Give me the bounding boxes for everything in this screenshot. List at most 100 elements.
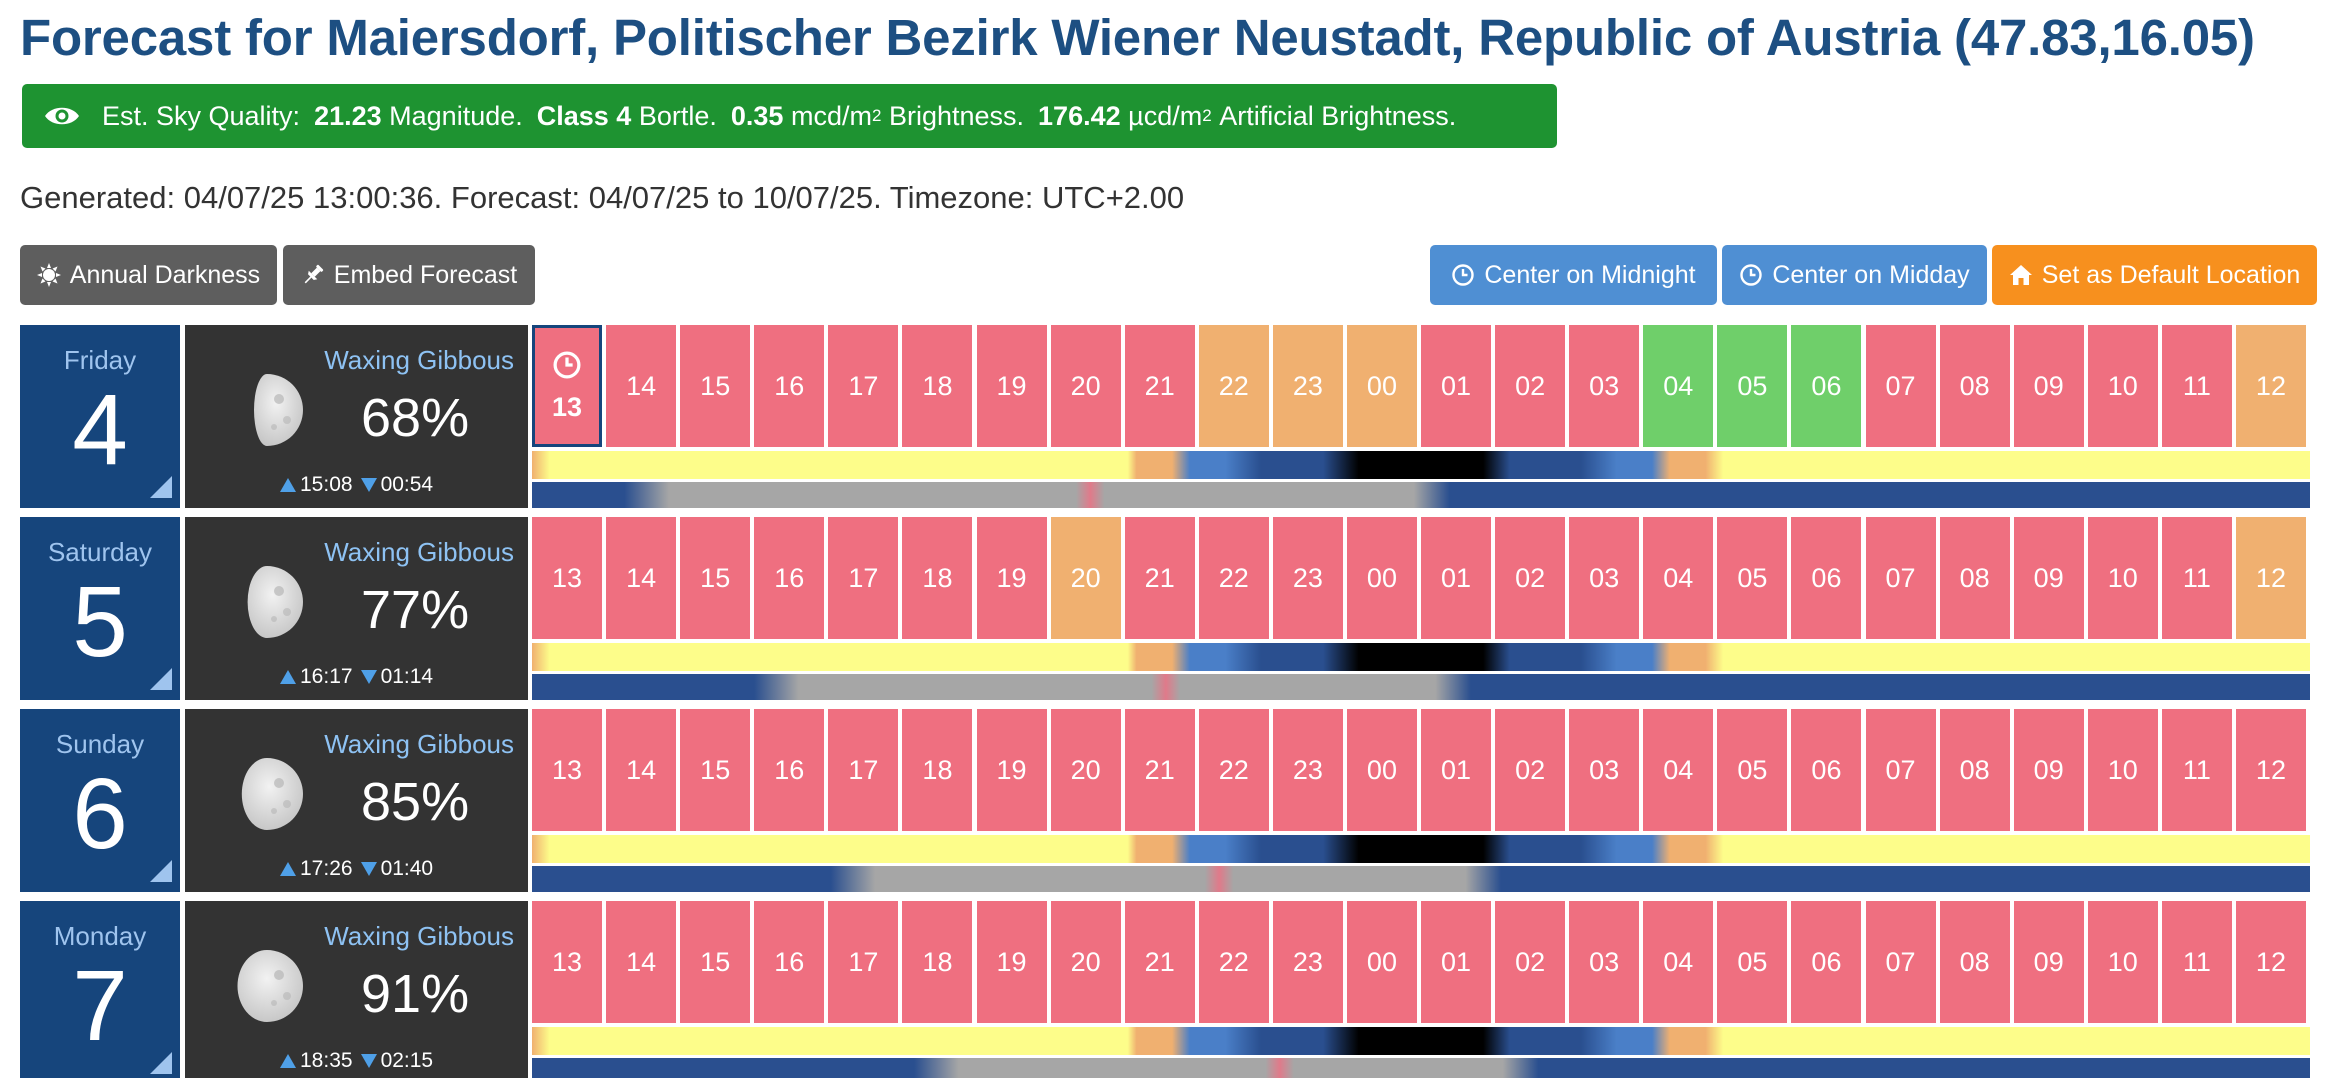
hour-cell-20[interactable]: 20: [1050, 709, 1121, 831]
hour-cell-05[interactable]: 05: [1717, 325, 1788, 447]
hour-cell-01[interactable]: 01: [1421, 709, 1492, 831]
hour-cell-22[interactable]: 22: [1198, 517, 1269, 639]
hour-cell-04[interactable]: 04: [1643, 709, 1714, 831]
date-cell[interactable]: Sunday 6: [20, 709, 180, 892]
hour-cell-18[interactable]: 18: [902, 517, 973, 639]
hour-cell-17[interactable]: 17: [828, 709, 899, 831]
hour-cell-03[interactable]: 03: [1569, 325, 1640, 447]
hour-cell-08[interactable]: 08: [1939, 709, 2010, 831]
hour-cell-05[interactable]: 05: [1717, 709, 1788, 831]
hour-cell-09[interactable]: 09: [2013, 901, 2084, 1023]
hour-cell-09[interactable]: 09: [2013, 517, 2084, 639]
hour-cell-18[interactable]: 18: [902, 901, 973, 1023]
hour-cell-21[interactable]: 21: [1124, 709, 1195, 831]
hour-cell-14[interactable]: 14: [606, 325, 677, 447]
hour-cell-03[interactable]: 03: [1569, 517, 1640, 639]
hour-cell-15[interactable]: 15: [680, 325, 751, 447]
hour-cell-07[interactable]: 07: [1865, 901, 1936, 1023]
hour-cell-19[interactable]: 19: [976, 325, 1047, 447]
hour-cell-04[interactable]: 04: [1643, 325, 1714, 447]
hour-cell-11[interactable]: 11: [2161, 517, 2232, 639]
hour-cell-00[interactable]: 00: [1346, 517, 1417, 639]
date-cell[interactable]: Saturday 5: [20, 517, 180, 700]
hour-cell-15[interactable]: 15: [680, 517, 751, 639]
hour-cell-02[interactable]: 02: [1495, 901, 1566, 1023]
hour-cell-10[interactable]: 10: [2087, 325, 2158, 447]
hour-cell-04[interactable]: 04: [1643, 517, 1714, 639]
hour-cell-02[interactable]: 02: [1495, 709, 1566, 831]
hour-cell-06[interactable]: 06: [1791, 901, 1862, 1023]
hour-cell-16[interactable]: 16: [754, 709, 825, 831]
hour-cell-12[interactable]: 12: [2235, 517, 2306, 639]
center-on-midnight-button[interactable]: Center on Midnight: [1430, 245, 1717, 305]
hour-cell-19[interactable]: 19: [976, 709, 1047, 831]
hour-cell-14[interactable]: 14: [606, 517, 677, 639]
hour-cell-19[interactable]: 19: [976, 901, 1047, 1023]
expand-corner-icon[interactable]: [150, 668, 172, 690]
center-on-midday-button[interactable]: Center on Midday: [1722, 245, 1987, 305]
hour-cell-17[interactable]: 17: [828, 901, 899, 1023]
hour-cell-20[interactable]: 20: [1050, 517, 1121, 639]
hour-cell-11[interactable]: 11: [2161, 901, 2232, 1023]
hour-cell-21[interactable]: 21: [1124, 517, 1195, 639]
hour-cell-23[interactable]: 23: [1272, 709, 1343, 831]
hour-cell-16[interactable]: 16: [754, 901, 825, 1023]
hour-cell-22[interactable]: 22: [1198, 325, 1269, 447]
hour-cell-10[interactable]: 10: [2087, 709, 2158, 831]
hour-cell-07[interactable]: 07: [1865, 517, 1936, 639]
hour-cell-18[interactable]: 18: [902, 325, 973, 447]
annual-darkness-button[interactable]: Annual Darkness: [20, 245, 277, 305]
hour-cell-01[interactable]: 01: [1421, 901, 1492, 1023]
date-cell[interactable]: Friday 4: [20, 325, 180, 508]
hour-cell-11[interactable]: 11: [2161, 709, 2232, 831]
expand-corner-icon[interactable]: [150, 1052, 172, 1074]
hour-cell-21[interactable]: 21: [1124, 325, 1195, 447]
hour-cell-14[interactable]: 14: [606, 901, 677, 1023]
expand-corner-icon[interactable]: [150, 860, 172, 882]
hour-cell-03[interactable]: 03: [1569, 709, 1640, 831]
hour-cell-06[interactable]: 06: [1791, 709, 1862, 831]
hour-cell-13[interactable]: 13: [532, 901, 603, 1023]
hour-cell-11[interactable]: 11: [2161, 325, 2232, 447]
hour-cell-23[interactable]: 23: [1272, 325, 1343, 447]
hour-cell-04[interactable]: 04: [1643, 901, 1714, 1023]
hour-cell-13[interactable]: 13: [532, 709, 603, 831]
hour-cell-22[interactable]: 22: [1198, 901, 1269, 1023]
hour-cell-03[interactable]: 03: [1569, 901, 1640, 1023]
date-cell[interactable]: Monday 7: [20, 901, 180, 1078]
hour-cell-12[interactable]: 12: [2235, 325, 2306, 447]
hour-cell-08[interactable]: 08: [1939, 517, 2010, 639]
hour-cell-10[interactable]: 10: [2087, 517, 2158, 639]
hour-cell-13[interactable]: 13: [532, 517, 603, 639]
hour-cell-08[interactable]: 08: [1939, 325, 2010, 447]
hour-cell-22[interactable]: 22: [1198, 709, 1269, 831]
hour-cell-09[interactable]: 09: [2013, 325, 2084, 447]
hour-cell-07[interactable]: 07: [1865, 709, 1936, 831]
hour-cell-00[interactable]: 00: [1346, 901, 1417, 1023]
hour-cell-23[interactable]: 23: [1272, 901, 1343, 1023]
hour-cell-14[interactable]: 14: [606, 709, 677, 831]
expand-corner-icon[interactable]: [150, 476, 172, 498]
hour-cell-20[interactable]: 20: [1050, 901, 1121, 1023]
hour-cell-00[interactable]: 00: [1346, 325, 1417, 447]
hour-cell-06[interactable]: 06: [1791, 325, 1862, 447]
hour-cell-17[interactable]: 17: [828, 325, 899, 447]
hour-cell-19[interactable]: 19: [976, 517, 1047, 639]
hour-cell-12[interactable]: 12: [2235, 901, 2306, 1023]
hour-cell-01[interactable]: 01: [1421, 325, 1492, 447]
hour-cell-00[interactable]: 00: [1346, 709, 1417, 831]
hour-cell-12[interactable]: 12: [2235, 709, 2306, 831]
set-default-location-button[interactable]: Set as Default Location: [1992, 245, 2317, 305]
hour-cell-15[interactable]: 15: [680, 901, 751, 1023]
hour-cell-21[interactable]: 21: [1124, 901, 1195, 1023]
hour-cell-20[interactable]: 20: [1050, 325, 1121, 447]
hour-cell-01[interactable]: 01: [1421, 517, 1492, 639]
hour-cell-10[interactable]: 10: [2087, 901, 2158, 1023]
hour-cell-05[interactable]: 05: [1717, 901, 1788, 1023]
hour-cell-13[interactable]: 13: [532, 325, 603, 447]
hour-cell-15[interactable]: 15: [680, 709, 751, 831]
hour-cell-02[interactable]: 02: [1495, 325, 1566, 447]
embed-forecast-button[interactable]: Embed Forecast: [283, 245, 535, 305]
hour-cell-16[interactable]: 16: [754, 325, 825, 447]
hour-cell-16[interactable]: 16: [754, 517, 825, 639]
